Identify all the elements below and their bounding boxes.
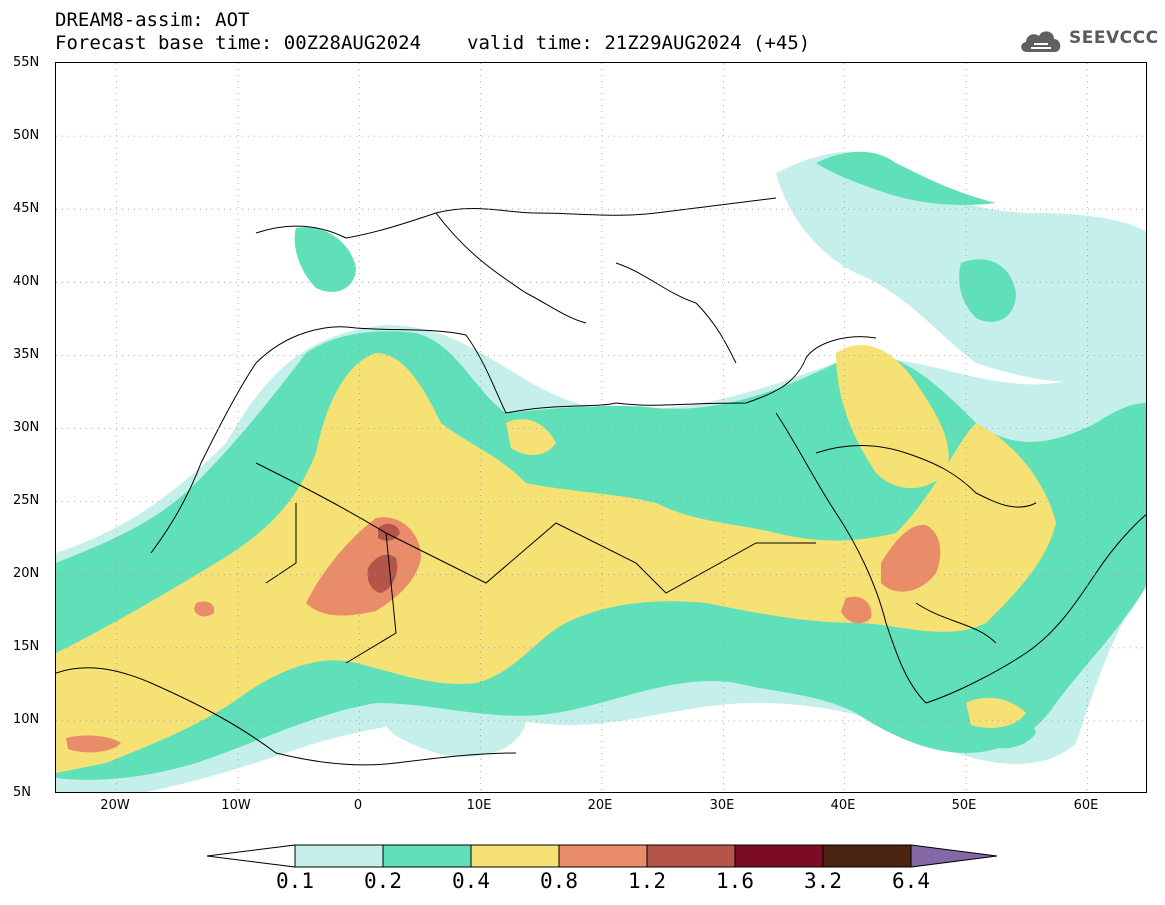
lat-label-50n: 50N — [13, 128, 40, 143]
time-info: Forecast base time: 00Z28AUG2024 valid ti… — [55, 32, 810, 54]
colorbar-over-arrow — [910, 844, 998, 868]
map-panel — [55, 62, 1147, 793]
aot-band-1-2 — [367, 523, 400, 593]
colorbar-label-0-2: 0.2 — [364, 869, 402, 893]
colorbar-label-1-6: 1.6 — [716, 869, 754, 893]
lon-label-60e: 60E — [1073, 798, 1099, 813]
lat-label-5n: 5N — [13, 785, 31, 800]
lon-label-20w: 20W — [100, 798, 130, 813]
lon-label-40e: 40E — [830, 798, 856, 813]
lat-label-10n: 10N — [13, 712, 40, 727]
aot-band-0-4 — [56, 344, 1056, 773]
lat-label-55n: 55N — [13, 55, 40, 70]
lat-label-20n: 20N — [13, 566, 40, 581]
lon-label-50e: 50E — [951, 798, 977, 813]
colorbar-label-0-1: 0.1 — [276, 869, 314, 893]
cloud-icon — [1021, 31, 1061, 52]
seevccc-logo: SEEVCCC — [1017, 24, 1159, 58]
gridlines — [56, 63, 1146, 792]
colorbar-under-arrow — [206, 844, 296, 868]
colorbar-bin-5 — [646, 844, 736, 868]
lat-label-35n: 35N — [13, 347, 40, 362]
colorbar-label-6-4: 6.4 — [892, 869, 930, 893]
colorbar-bin-4 — [558, 844, 648, 868]
colorbar-bin-3 — [470, 844, 560, 868]
colorbar-label-1-2: 1.2 — [628, 869, 666, 893]
lat-label-30n: 30N — [13, 420, 40, 435]
colorbar-label-0-8: 0.8 — [540, 869, 578, 893]
lat-label-15n: 15N — [13, 639, 40, 654]
aot-map — [56, 63, 1146, 792]
valid-time: valid time: 21Z29AUG2024 (+45) — [467, 32, 811, 54]
lat-label-40n: 40N — [13, 274, 40, 289]
colorbar-bin-2 — [382, 844, 472, 868]
coastlines — [56, 197, 1146, 766]
lon-label-10w: 10W — [221, 798, 251, 813]
colorbar-label-0-4: 0.4 — [452, 869, 490, 893]
chart-title: DREAM8-assim: AOT — [55, 9, 250, 31]
colorbar-bin-1 — [294, 844, 384, 868]
logo-text: SEEVCCC — [1069, 28, 1159, 48]
lat-label-25n: 25N — [13, 493, 40, 508]
colorbar-bin-6 — [734, 844, 824, 868]
lon-label-10e: 10E — [466, 798, 492, 813]
lon-label-20e: 20E — [587, 798, 613, 813]
colorbar — [206, 844, 998, 868]
lon-label-30e: 30E — [709, 798, 735, 813]
colorbar-label-3-2: 3.2 — [804, 869, 842, 893]
lat-label-45n: 45N — [13, 201, 40, 216]
base-time: Forecast base time: 00Z28AUG2024 — [55, 32, 422, 54]
lon-label-0: 0 — [353, 798, 363, 813]
colorbar-bin-7 — [822, 844, 912, 868]
